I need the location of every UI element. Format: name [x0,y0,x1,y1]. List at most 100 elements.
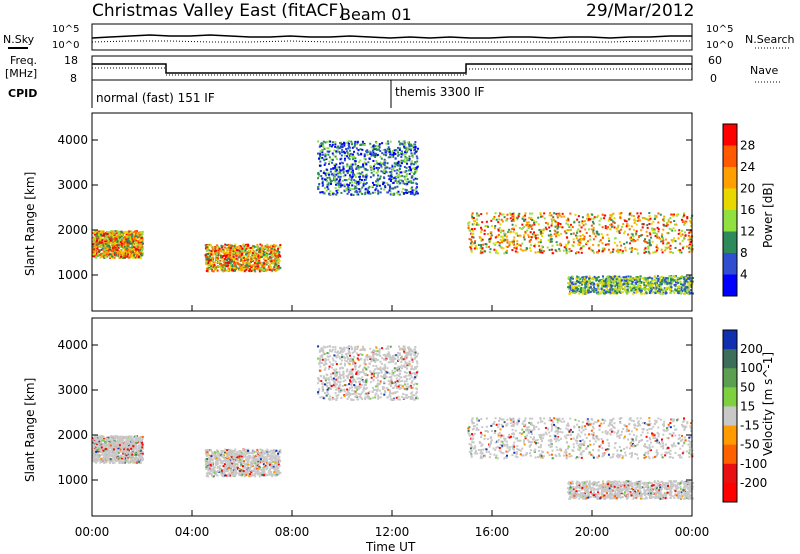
power-cell [375,148,378,151]
power-cell [132,240,135,243]
power-cell [471,228,474,231]
power-cell [378,143,381,146]
power-cell [98,232,101,235]
power-cell [681,239,684,242]
power-cell [404,161,407,164]
power-cell [123,243,126,246]
power-cell [588,289,591,292]
power-cell [334,155,337,158]
power-cell [492,242,495,245]
power-cell [662,242,665,245]
power-cell [356,193,359,196]
power-cell [230,251,233,254]
power-cell [533,235,536,238]
power-cell [357,182,360,185]
power-cell [481,251,484,254]
power-cell [641,223,644,226]
power-cell [331,141,334,144]
power-cell [355,147,358,150]
colorbar-tick: 12 [740,225,755,239]
velocity-cell [128,449,131,452]
power-cell [135,242,138,245]
power-cell [580,248,583,251]
power-cell [118,232,121,235]
power-cell [347,153,350,156]
noise-left-label: N.Sky [3,33,35,46]
power-cell [217,253,220,256]
power-cell [224,261,227,264]
power-cell [576,280,579,283]
power-cell [207,259,210,262]
power-cell [114,233,117,236]
power-cell [530,236,533,239]
power-cell [611,288,614,291]
power-cell [348,154,351,157]
power-cell [276,266,279,269]
power-cell [372,151,375,154]
power-cell [101,230,104,233]
power-cell [229,255,232,258]
power-cell [643,289,646,292]
power-cell [683,212,686,215]
power-cell [606,227,609,230]
power-cell [630,251,633,254]
power-cell [106,245,109,248]
power-cell [233,269,236,272]
power-cell [374,156,377,159]
power-cell [104,236,107,239]
power-cell [670,239,673,242]
power-cell [121,242,124,245]
power-cell [321,191,324,194]
power-cell [472,242,475,245]
power-cell [108,253,111,256]
power-cell [689,282,692,285]
power-cell [335,158,338,161]
power-cell [581,216,584,219]
power-cell [278,251,281,254]
power-cell [582,244,585,247]
power-cell [648,252,651,255]
nave-line [92,67,692,76]
power-cell [582,287,585,290]
power-cell [538,229,541,232]
power-cell [638,276,641,279]
power-cell [348,174,351,177]
power-cell [279,255,282,258]
power-cell [344,154,347,157]
power-cell [626,285,629,288]
power-cell [350,165,353,168]
power-cell [350,140,353,143]
power-cell [538,244,541,247]
power-cell [350,143,353,146]
power-cell [347,144,350,147]
power-cell [262,269,265,272]
power-cell [557,225,560,228]
power-cell [121,245,124,248]
power-cell [654,217,657,220]
power-cell [380,187,383,190]
power-cell [240,258,243,261]
power-cell [541,251,544,254]
power-cell [388,151,391,154]
noise-left-tick-bottom: 10^0 [52,40,79,51]
power-cell [548,212,551,215]
power-cell [396,169,399,172]
power-cell [606,276,609,279]
power-cell [559,225,562,228]
power-cell [565,229,568,232]
power-cell [383,158,386,161]
power-cell [321,151,324,154]
power-cell [542,250,545,253]
power-cell [493,227,496,230]
power-cell [101,234,104,237]
power-cell [139,251,142,254]
power-cell [230,259,233,262]
power-cell [625,291,628,294]
power-cell [224,259,227,262]
power-cell [206,270,209,273]
power-cell [240,250,243,253]
power-cell [531,233,534,236]
power-cell [245,266,248,269]
power-cell [390,175,393,178]
power-cell [264,251,267,254]
